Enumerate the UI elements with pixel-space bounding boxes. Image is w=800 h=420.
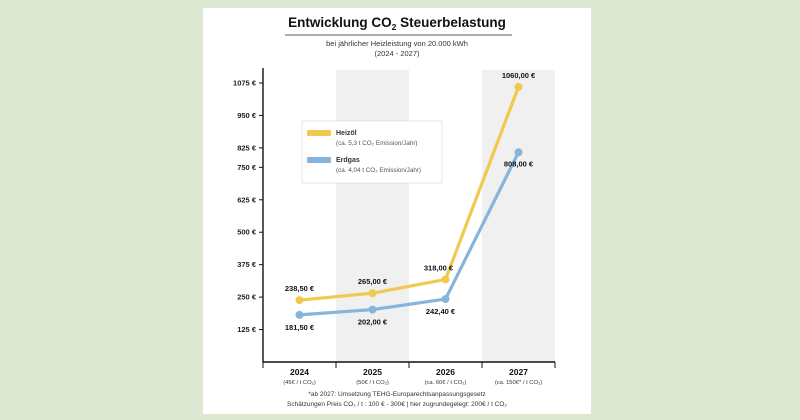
chart-subtitle-2: (2024 - 2027) bbox=[374, 49, 420, 58]
x-tick-label: 2024 bbox=[290, 367, 309, 377]
shaded-column-2027 bbox=[482, 70, 555, 362]
data-point-heizoel bbox=[441, 275, 450, 284]
legend-note-heizoel: (ca. 5,3 t CO₂ Emission/Jahr) bbox=[336, 140, 418, 147]
chart-card: Entwicklung CO2 Steuerbelastung bei jähr… bbox=[203, 8, 591, 414]
legend-box bbox=[301, 120, 443, 184]
y-tick-label: 500 € bbox=[237, 228, 257, 237]
x-tick-note: (ca. 150€* / t CO₂) bbox=[495, 380, 542, 386]
legend-swatch-erdgas bbox=[307, 157, 331, 163]
data-point-erdgas bbox=[295, 310, 304, 319]
legend-note-erdgas: (ca. 4,04 t CO₂ Emission/Jahr) bbox=[336, 167, 421, 174]
x-tick-note: (50€ / t CO₂) bbox=[356, 380, 389, 386]
data-label-erdgas: 242,40 € bbox=[426, 307, 456, 316]
legend-label-heizoel: Heizöl bbox=[336, 130, 357, 137]
y-tick-label: 625 € bbox=[237, 195, 257, 204]
data-label-heizoel: 265,00 € bbox=[358, 277, 388, 286]
data-point-heizoel bbox=[514, 82, 523, 91]
x-tick-note: (ca. 60€ / t CO₂) bbox=[425, 380, 467, 386]
y-tick-label: 825 € bbox=[237, 143, 257, 152]
x-axis: 2024 (45€ / t CO₂) 2025 (50€ / t CO₂) 2026 (c… bbox=[262, 361, 556, 386]
legend: Heizöl (ca. 5,3 t CO₂ Emission/Jahr) Erd… bbox=[301, 120, 443, 184]
y-tick-label: 750 € bbox=[237, 163, 257, 172]
data-label-erdgas: 808,00 € bbox=[504, 159, 534, 168]
data-label-heizoel: 318,00 € bbox=[424, 263, 454, 272]
footnote-2: Schätzungen Preis CO₂ / t : 100 € - 300€… bbox=[287, 401, 507, 408]
chart-subtitle-1: bei jährlicher Heizleistung von 20.000 k… bbox=[326, 39, 468, 48]
data-label-erdgas: 202,00 € bbox=[358, 318, 388, 327]
data-label-erdgas: 181,50 € bbox=[285, 323, 315, 332]
y-tick-label: 250 € bbox=[237, 293, 257, 302]
chart-title-main: Entwicklung CO bbox=[288, 15, 392, 30]
x-tick-label: 2026 bbox=[436, 367, 455, 377]
data-point-heizoel bbox=[295, 296, 304, 305]
y-tick-label: 375 € bbox=[237, 260, 257, 269]
data-point-heizoel bbox=[368, 289, 377, 298]
line-chart: Entwicklung CO2 Steuerbelastung bei jähr… bbox=[233, 15, 556, 408]
y-tick-label: 1075 € bbox=[233, 78, 257, 87]
series-line-heizoel bbox=[297, 85, 521, 302]
legend-label-erdgas: Erdgas bbox=[336, 157, 360, 164]
legend-swatch-heizoel bbox=[307, 130, 331, 136]
x-tick-label: 2025 bbox=[363, 367, 382, 377]
data-point-erdgas bbox=[368, 305, 377, 314]
footnote-1: *ab 2027: Umsetzung TEHG-Europarechtsanp… bbox=[308, 391, 485, 398]
series-line-erdgas bbox=[297, 150, 521, 317]
data-point-erdgas bbox=[441, 295, 450, 304]
y-tick-label: 125 € bbox=[237, 325, 257, 334]
chart-title: Entwicklung CO2 Steuerbelastung bbox=[288, 15, 506, 32]
x-tick-note: (45€ / t CO₂) bbox=[283, 380, 316, 386]
data-label-heizoel: 238,50 € bbox=[285, 284, 315, 293]
chart-title-rest: Steuerbelastung bbox=[396, 15, 506, 30]
chart-title-subscript: 2 bbox=[392, 22, 397, 32]
data-point-erdgas bbox=[514, 148, 523, 157]
x-tick-label: 2027 bbox=[509, 367, 528, 377]
data-label-heizoel: 1060,00 € bbox=[502, 71, 536, 80]
y-tick-label: 950 € bbox=[237, 111, 257, 120]
y-axis: 125 € 250 € 375 € 500 € 625 € 750 € 825 € 950 €… bbox=[233, 68, 264, 362]
